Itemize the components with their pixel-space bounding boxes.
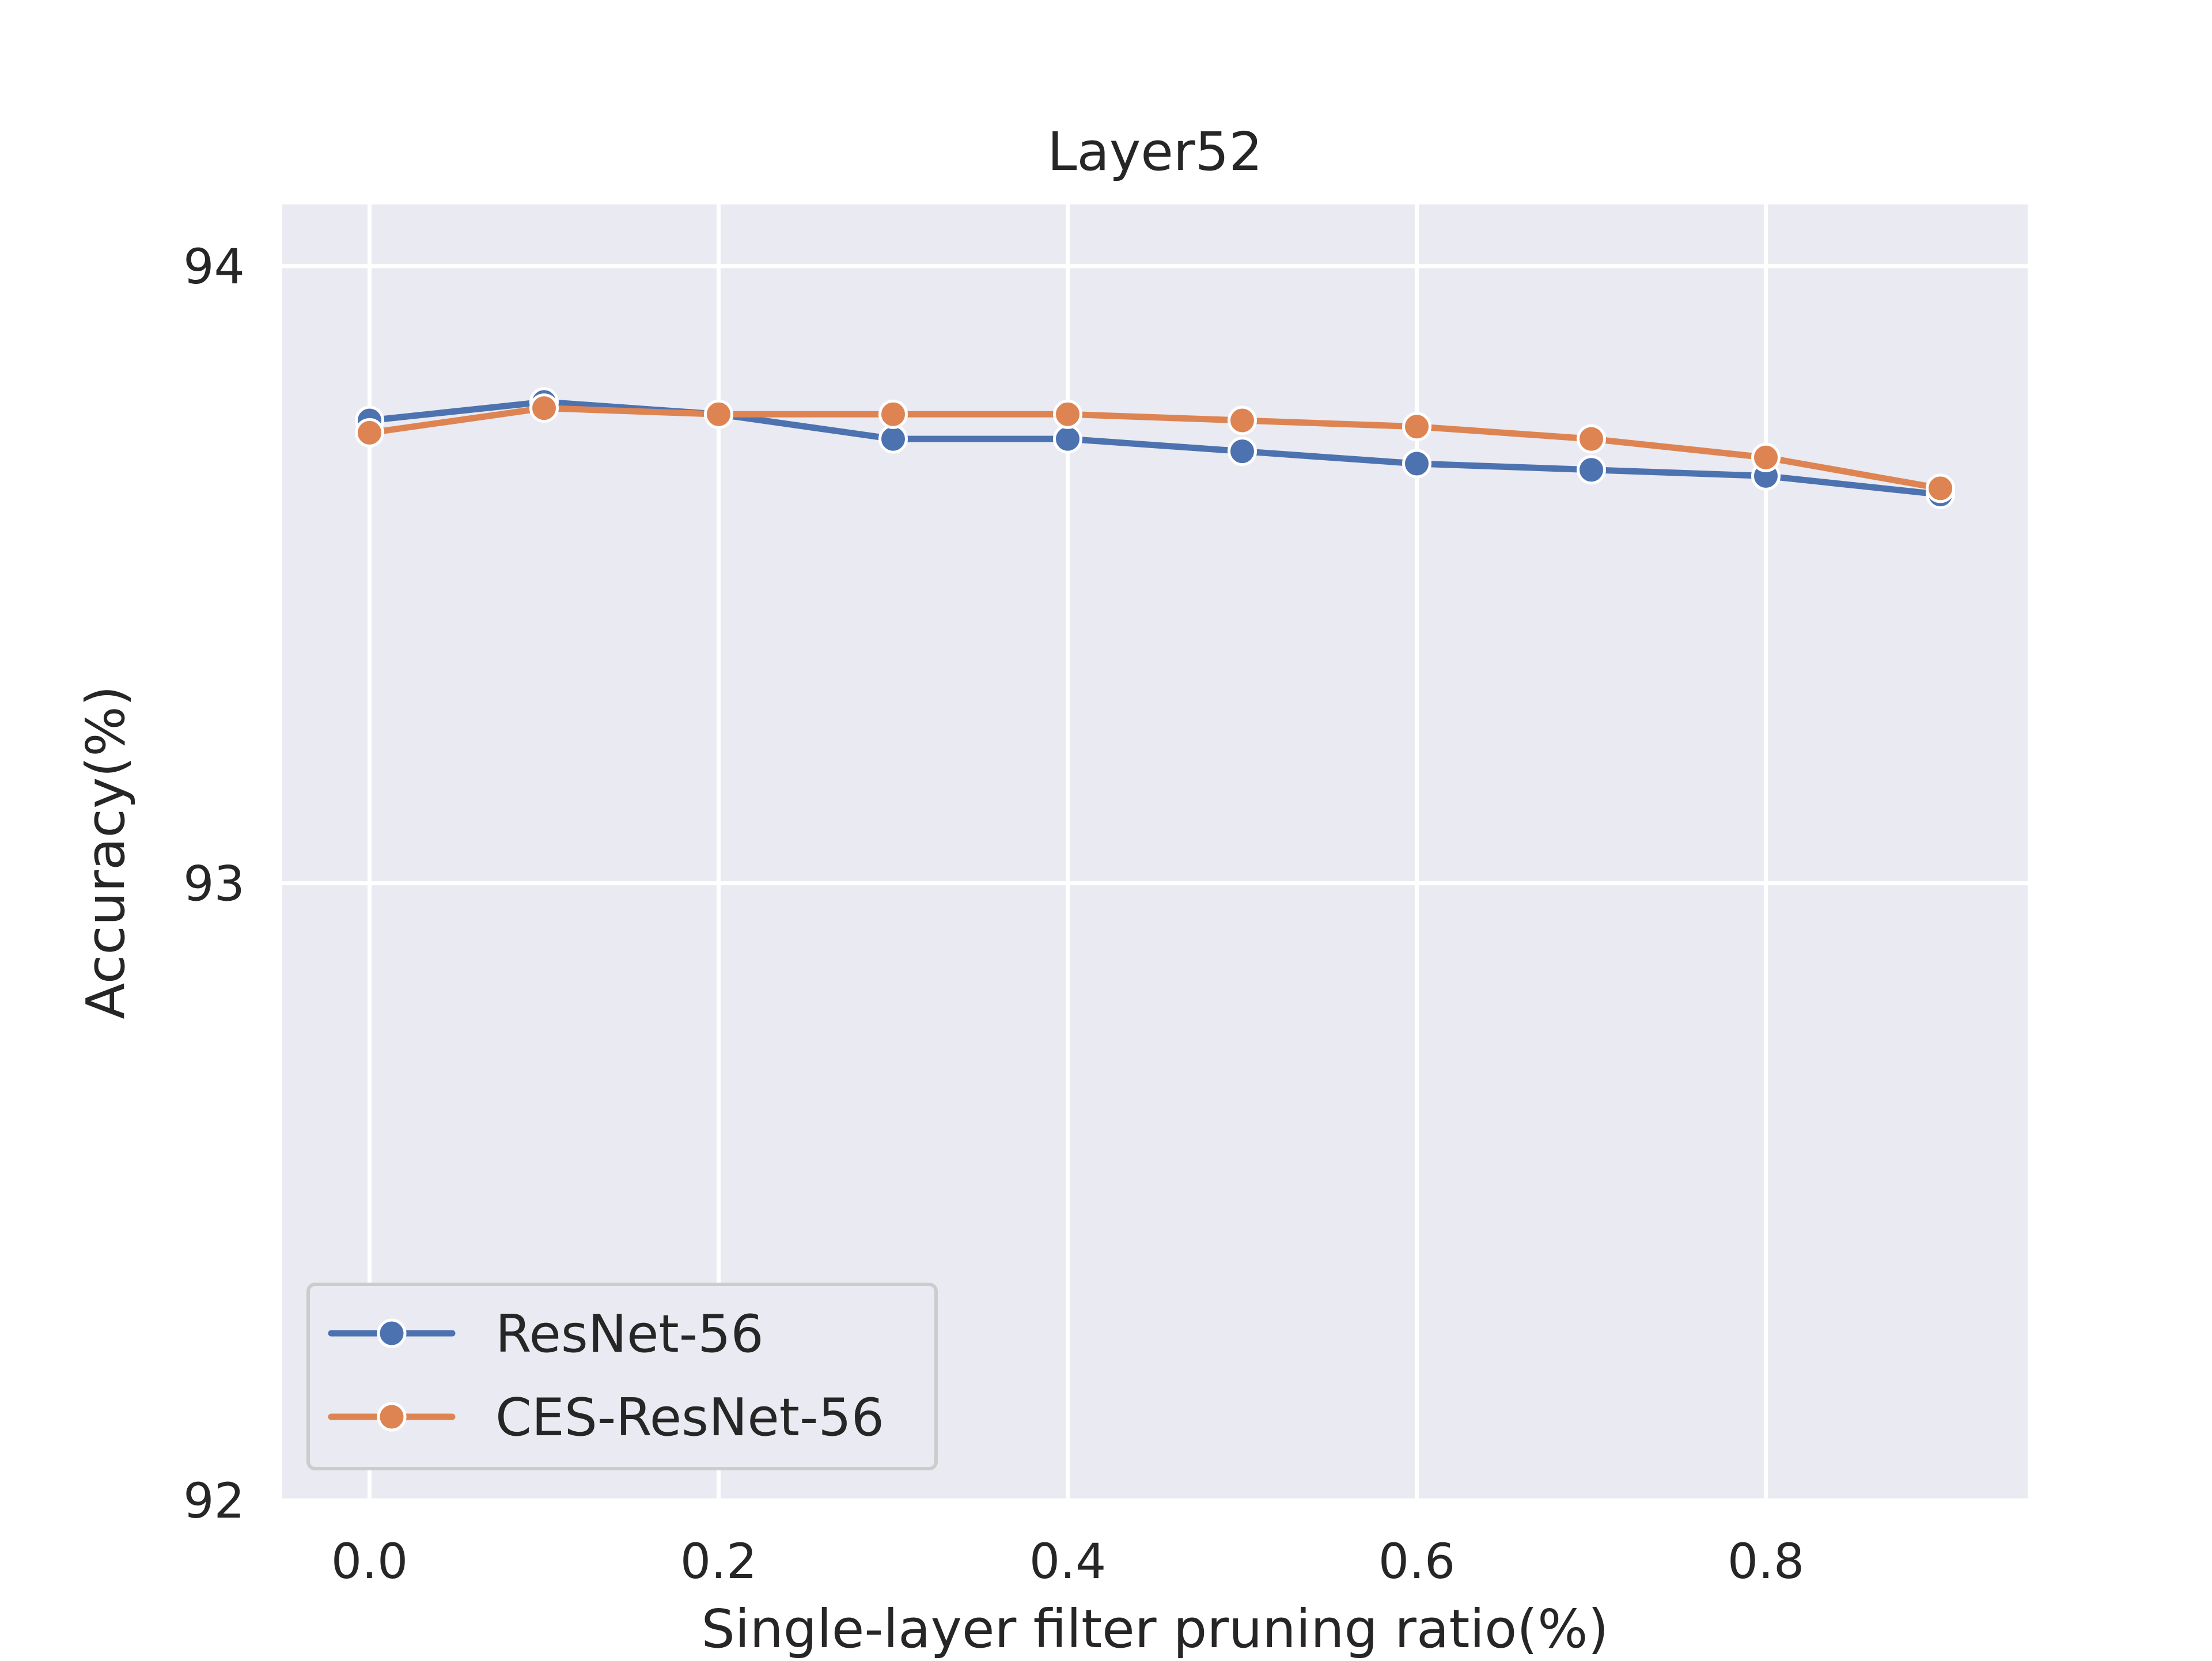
data-point xyxy=(1228,437,1257,467)
legend-marker xyxy=(377,1318,407,1348)
data-point xyxy=(1577,424,1606,454)
data-point xyxy=(1402,449,1431,479)
data-point xyxy=(529,393,559,423)
legend-label: CES-ResNet-56 xyxy=(495,1387,884,1448)
data-point xyxy=(878,424,908,454)
data-point xyxy=(355,418,384,448)
x-tick-label: 0.4 xyxy=(1029,1533,1107,1590)
tick-labels: 0.0 0.2 0.4 0.6 0.8 92 93 94 xyxy=(183,238,1804,1590)
series-layer xyxy=(355,387,1955,510)
x-tick-label: 0.0 xyxy=(331,1533,408,1590)
data-point xyxy=(1053,399,1082,429)
data-point xyxy=(1751,442,1781,472)
legend-item: CES-ResNet-56 xyxy=(328,1387,884,1448)
x-tick-label: 0.2 xyxy=(680,1533,757,1590)
legend-item: ResNet-56 xyxy=(328,1304,764,1364)
legend: ResNet-56 CES-ResNet-56 xyxy=(306,1283,938,1470)
x-axis-label: Single-layer filter pruning ratio(%) xyxy=(701,1598,1608,1659)
data-point xyxy=(704,399,733,429)
y-axis-label: Accuracy(%) xyxy=(75,685,137,1019)
data-point xyxy=(878,399,908,429)
x-tick-label: 0.8 xyxy=(1728,1533,1805,1590)
series-2 xyxy=(355,393,1955,503)
x-tick-label: 0.6 xyxy=(1378,1533,1456,1590)
data-point xyxy=(1228,405,1257,435)
y-tick-label: 94 xyxy=(183,238,245,295)
data-point xyxy=(1926,473,1955,503)
y-tick-label: 92 xyxy=(183,1473,245,1529)
legend-items: ResNet-56 CES-ResNet-56 xyxy=(328,1304,884,1448)
y-tick-label: 93 xyxy=(183,856,245,912)
chart-title: Layer52 xyxy=(1047,121,1263,183)
legend-box xyxy=(306,1283,938,1470)
legend-label: ResNet-56 xyxy=(495,1304,764,1364)
series-line xyxy=(366,405,1944,492)
data-point xyxy=(1577,455,1606,485)
data-point xyxy=(1053,424,1082,454)
data-point xyxy=(1402,412,1431,442)
legend-marker xyxy=(377,1402,407,1432)
